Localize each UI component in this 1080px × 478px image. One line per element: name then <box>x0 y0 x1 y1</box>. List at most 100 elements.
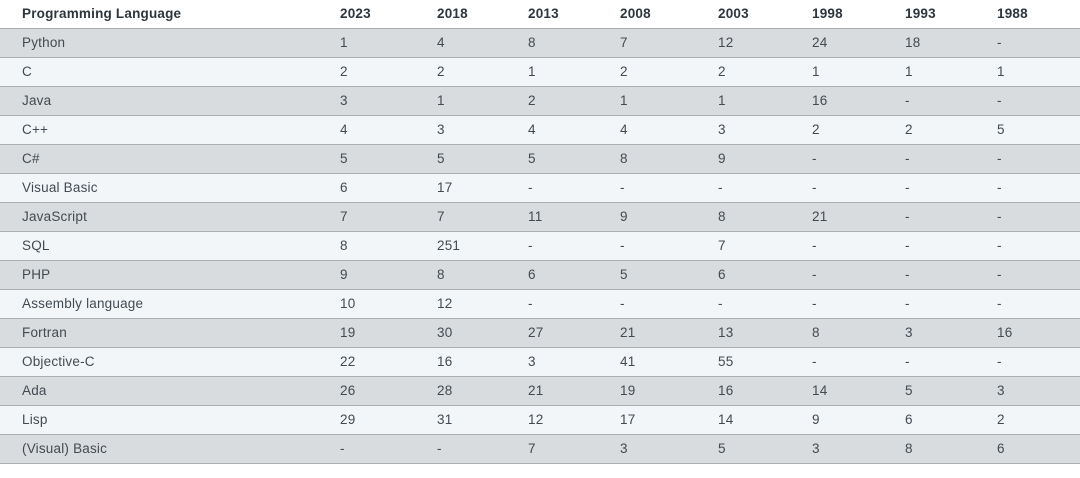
rank-cell: - <box>997 267 1002 282</box>
table-row: Java 3 1 2 1 1 16 - - <box>0 86 1080 115</box>
table-row: C++ 4 3 4 4 3 2 2 5 <box>0 115 1080 144</box>
rank-cell: 2 <box>620 64 628 79</box>
rank-cell: 6 <box>718 267 726 282</box>
language-cell: Fortran <box>22 325 67 340</box>
rank-cell: 9 <box>340 267 348 282</box>
rank-cell: - <box>997 35 1002 50</box>
rank-cell: 19 <box>340 325 356 340</box>
rank-cell: 12 <box>718 35 734 50</box>
header-row: Programming Language 2023 2018 2013 2008… <box>0 0 1080 28</box>
rank-cell: - <box>997 296 1002 311</box>
language-cell: Ada <box>22 383 47 398</box>
rank-cell: 12 <box>437 296 453 311</box>
rank-cell: 8 <box>620 151 628 166</box>
language-cell: Objective-C <box>22 354 95 369</box>
table-row: Objective-C 22 16 3 41 55 - - - <box>0 347 1080 376</box>
rank-cell: 21 <box>812 209 828 224</box>
rank-cell: 2 <box>812 122 820 137</box>
table-row: JavaScript 7 7 11 9 8 21 - - <box>0 202 1080 231</box>
rank-cell: 3 <box>437 122 445 137</box>
rank-cell: - <box>718 180 723 195</box>
rank-cell: 31 <box>437 412 453 427</box>
rank-cell: 2 <box>905 122 913 137</box>
rank-cell: 6 <box>340 180 348 195</box>
table-row: Lisp 29 31 12 17 14 9 6 2 <box>0 405 1080 434</box>
rank-cell: - <box>905 267 910 282</box>
rank-cell: 18 <box>905 35 921 50</box>
table-row: Assembly language 10 12 - - - - - - <box>0 289 1080 318</box>
rank-cell: 5 <box>905 383 913 398</box>
rank-cell: - <box>620 238 625 253</box>
table-row: PHP 9 8 6 5 6 - - - <box>0 260 1080 289</box>
rank-cell: 30 <box>437 325 453 340</box>
table-row: Visual Basic 6 17 - - - - - - <box>0 173 1080 202</box>
rank-cell: 17 <box>620 412 636 427</box>
language-cell: C# <box>22 151 40 166</box>
rank-cell: 4 <box>620 122 628 137</box>
rank-cell: 16 <box>437 354 453 369</box>
rank-cell: 1 <box>997 64 1005 79</box>
rank-cell: - <box>905 151 910 166</box>
language-cell: Java <box>22 93 52 108</box>
language-cell: JavaScript <box>22 209 88 224</box>
rank-cell: 7 <box>437 209 445 224</box>
rank-cell: 24 <box>812 35 828 50</box>
rank-cell: 5 <box>528 151 536 166</box>
rank-cell: - <box>905 296 910 311</box>
rank-cell: 28 <box>437 383 453 398</box>
rank-cell: 4 <box>528 122 536 137</box>
rank-cell: 8 <box>812 325 820 340</box>
language-cell: SQL <box>22 238 50 253</box>
rank-cell: 55 <box>718 354 734 369</box>
rank-cell: 13 <box>718 325 734 340</box>
column-header-year: 1993 <box>905 0 997 28</box>
rank-cell: 29 <box>340 412 356 427</box>
rank-cell: 41 <box>620 354 636 369</box>
rank-cell: 1 <box>437 93 445 108</box>
column-header-language: Programming Language <box>0 0 340 28</box>
page: { "colors": { "header_bg": "#ffffff", "h… <box>0 0 1080 463</box>
rank-cell: 7 <box>718 238 726 253</box>
rank-cell: 10 <box>340 296 356 311</box>
language-cell: C++ <box>22 122 49 137</box>
rank-cell: 8 <box>528 35 536 50</box>
table-header: Programming Language 2023 2018 2013 2008… <box>0 0 1080 28</box>
column-header-year: 2008 <box>620 0 718 28</box>
rank-cell: - <box>905 209 910 224</box>
rank-cell: 22 <box>340 354 356 369</box>
rank-cell: 1 <box>340 35 348 50</box>
rank-cell: 3 <box>997 383 1005 398</box>
rank-cell: - <box>620 296 625 311</box>
language-ranking-table: Programming Language 2023 2018 2013 2008… <box>0 0 1080 463</box>
rank-cell: 2 <box>718 64 726 79</box>
rank-cell: - <box>528 180 533 195</box>
rank-cell: 21 <box>620 325 636 340</box>
table-row: (Visual) Basic - - 7 3 5 3 8 6 <box>0 434 1080 463</box>
rank-cell: - <box>718 296 723 311</box>
language-cell: (Visual) Basic <box>22 441 108 456</box>
language-cell: C <box>22 64 32 79</box>
rank-cell: - <box>997 238 1002 253</box>
rank-cell: 3 <box>718 122 726 137</box>
language-cell: Visual Basic <box>22 180 98 195</box>
rank-cell: 3 <box>812 441 820 456</box>
rank-cell: - <box>997 209 1002 224</box>
rank-cell: - <box>905 180 910 195</box>
rank-cell: - <box>437 441 442 456</box>
rank-cell: 17 <box>437 180 453 195</box>
rank-cell: 3 <box>528 354 536 369</box>
rank-cell: 5 <box>718 441 726 456</box>
rank-cell: 7 <box>620 35 628 50</box>
rank-cell: 16 <box>812 93 828 108</box>
column-header-year: 2018 <box>437 0 528 28</box>
rank-cell: 1 <box>620 93 628 108</box>
rank-cell: 4 <box>437 35 445 50</box>
rank-cell: - <box>812 354 817 369</box>
table-row: Fortran 19 30 27 21 13 8 3 16 <box>0 318 1080 347</box>
language-cell: Assembly language <box>22 296 144 311</box>
column-header-year: 1998 <box>812 0 905 28</box>
table-row: Ada 26 28 21 19 16 14 5 3 <box>0 376 1080 405</box>
rank-cell: - <box>905 238 910 253</box>
rank-cell: 9 <box>718 151 726 166</box>
rank-cell: - <box>812 238 817 253</box>
